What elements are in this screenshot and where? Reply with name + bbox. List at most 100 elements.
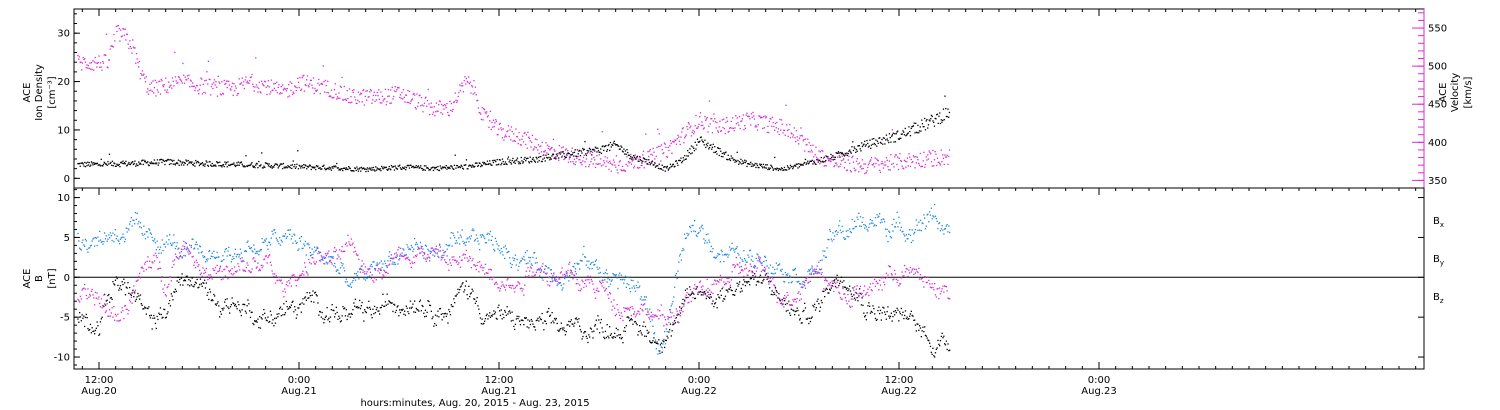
b-point-y	[136, 212, 138, 214]
b-point-z	[88, 296, 90, 298]
velocity-point	[930, 161, 933, 163]
density-point	[428, 169, 430, 171]
b-point-y	[381, 266, 383, 269]
b-point-y	[199, 246, 202, 248]
velocity-point	[366, 99, 368, 101]
velocity-point	[738, 116, 741, 118]
b-point-x	[855, 292, 857, 294]
velocity-point	[788, 129, 790, 131]
b-point-x	[558, 330, 560, 332]
b-point-x	[817, 298, 819, 300]
density-point	[393, 169, 396, 171]
b-point-x	[559, 329, 561, 331]
b-point-x	[919, 327, 922, 329]
b-point-x	[260, 317, 262, 319]
density-point	[418, 167, 420, 169]
b-point-x	[129, 286, 131, 289]
velocity-point	[438, 104, 440, 106]
density-point	[474, 165, 476, 168]
density-point	[649, 163, 651, 166]
velocity-point	[332, 96, 334, 99]
b-point-x	[834, 279, 836, 281]
b-point-y	[644, 299, 647, 301]
velocity-point	[632, 159, 634, 161]
b-point-z	[410, 266, 412, 268]
b-point-y	[645, 296, 647, 298]
velocity-point	[138, 60, 141, 63]
velocity-point	[375, 94, 377, 97]
velocity-point	[816, 156, 818, 158]
b-point-y	[498, 245, 500, 247]
b-point-y	[703, 238, 705, 240]
b-point-y	[948, 225, 950, 227]
b-point-x	[338, 315, 340, 317]
b-point-x	[694, 297, 696, 300]
b-point-x	[922, 326, 924, 328]
b-point-y	[921, 222, 923, 224]
velocity-point	[426, 105, 428, 107]
velocity-point	[565, 148, 567, 150]
velocity-point	[244, 79, 246, 81]
b-point-z	[152, 262, 154, 264]
b-point-x	[942, 337, 944, 339]
b-point-z	[203, 272, 205, 274]
b-point-y	[546, 272, 548, 274]
velocity-point	[774, 129, 776, 131]
density-point	[769, 167, 771, 169]
b-point-y	[216, 251, 218, 254]
density-point	[718, 154, 720, 157]
b-point-y	[883, 218, 885, 221]
b-point-z	[258, 270, 260, 272]
b-point-x	[200, 283, 202, 285]
velocity-point	[910, 158, 912, 161]
velocity-point	[941, 161, 943, 163]
density-point	[750, 161, 752, 163]
density-point	[288, 166, 290, 168]
b-point-y	[624, 275, 627, 277]
b-point-y	[479, 234, 482, 236]
b-point-x	[189, 280, 192, 282]
density-point	[786, 165, 789, 167]
b-point-z	[269, 254, 271, 256]
density-point	[420, 165, 422, 167]
velocity-point	[320, 83, 322, 85]
b-point-x	[568, 320, 570, 323]
b-point-x	[151, 328, 153, 330]
b-point-y	[587, 266, 589, 269]
density-point	[189, 161, 192, 163]
b-point-y	[135, 218, 137, 220]
b-point-z	[430, 247, 432, 249]
velocity-point	[705, 119, 707, 121]
density-point	[668, 168, 670, 170]
b-point-x	[784, 300, 786, 302]
velocity-point	[825, 165, 828, 167]
b-point-x	[891, 320, 893, 322]
b-point-z	[190, 246, 192, 249]
b-point-z	[298, 277, 300, 280]
b-point-y	[729, 249, 732, 251]
b-point-z	[192, 255, 194, 258]
density-point	[425, 165, 427, 167]
density-point	[601, 145, 603, 148]
b-point-x	[115, 276, 117, 278]
b-point-x	[172, 299, 174, 301]
b-point-y	[289, 229, 292, 231]
b-point-z	[196, 261, 198, 264]
velocity-point	[879, 169, 881, 171]
b-point-x	[864, 316, 866, 318]
b-point-x	[179, 284, 182, 286]
velocity-point	[324, 91, 326, 93]
b-point-x	[594, 324, 597, 326]
b-point-y	[277, 240, 279, 243]
b-point-y	[723, 260, 725, 263]
density-point	[101, 165, 103, 167]
density-point	[144, 161, 146, 163]
density-point	[843, 154, 845, 156]
density-point	[510, 161, 512, 164]
b-point-z	[166, 286, 168, 289]
velocity-point	[834, 165, 836, 167]
velocity-point	[873, 163, 875, 165]
b-point-x	[911, 314, 913, 317]
velocity-point	[778, 133, 780, 136]
b-point-y	[134, 223, 136, 225]
